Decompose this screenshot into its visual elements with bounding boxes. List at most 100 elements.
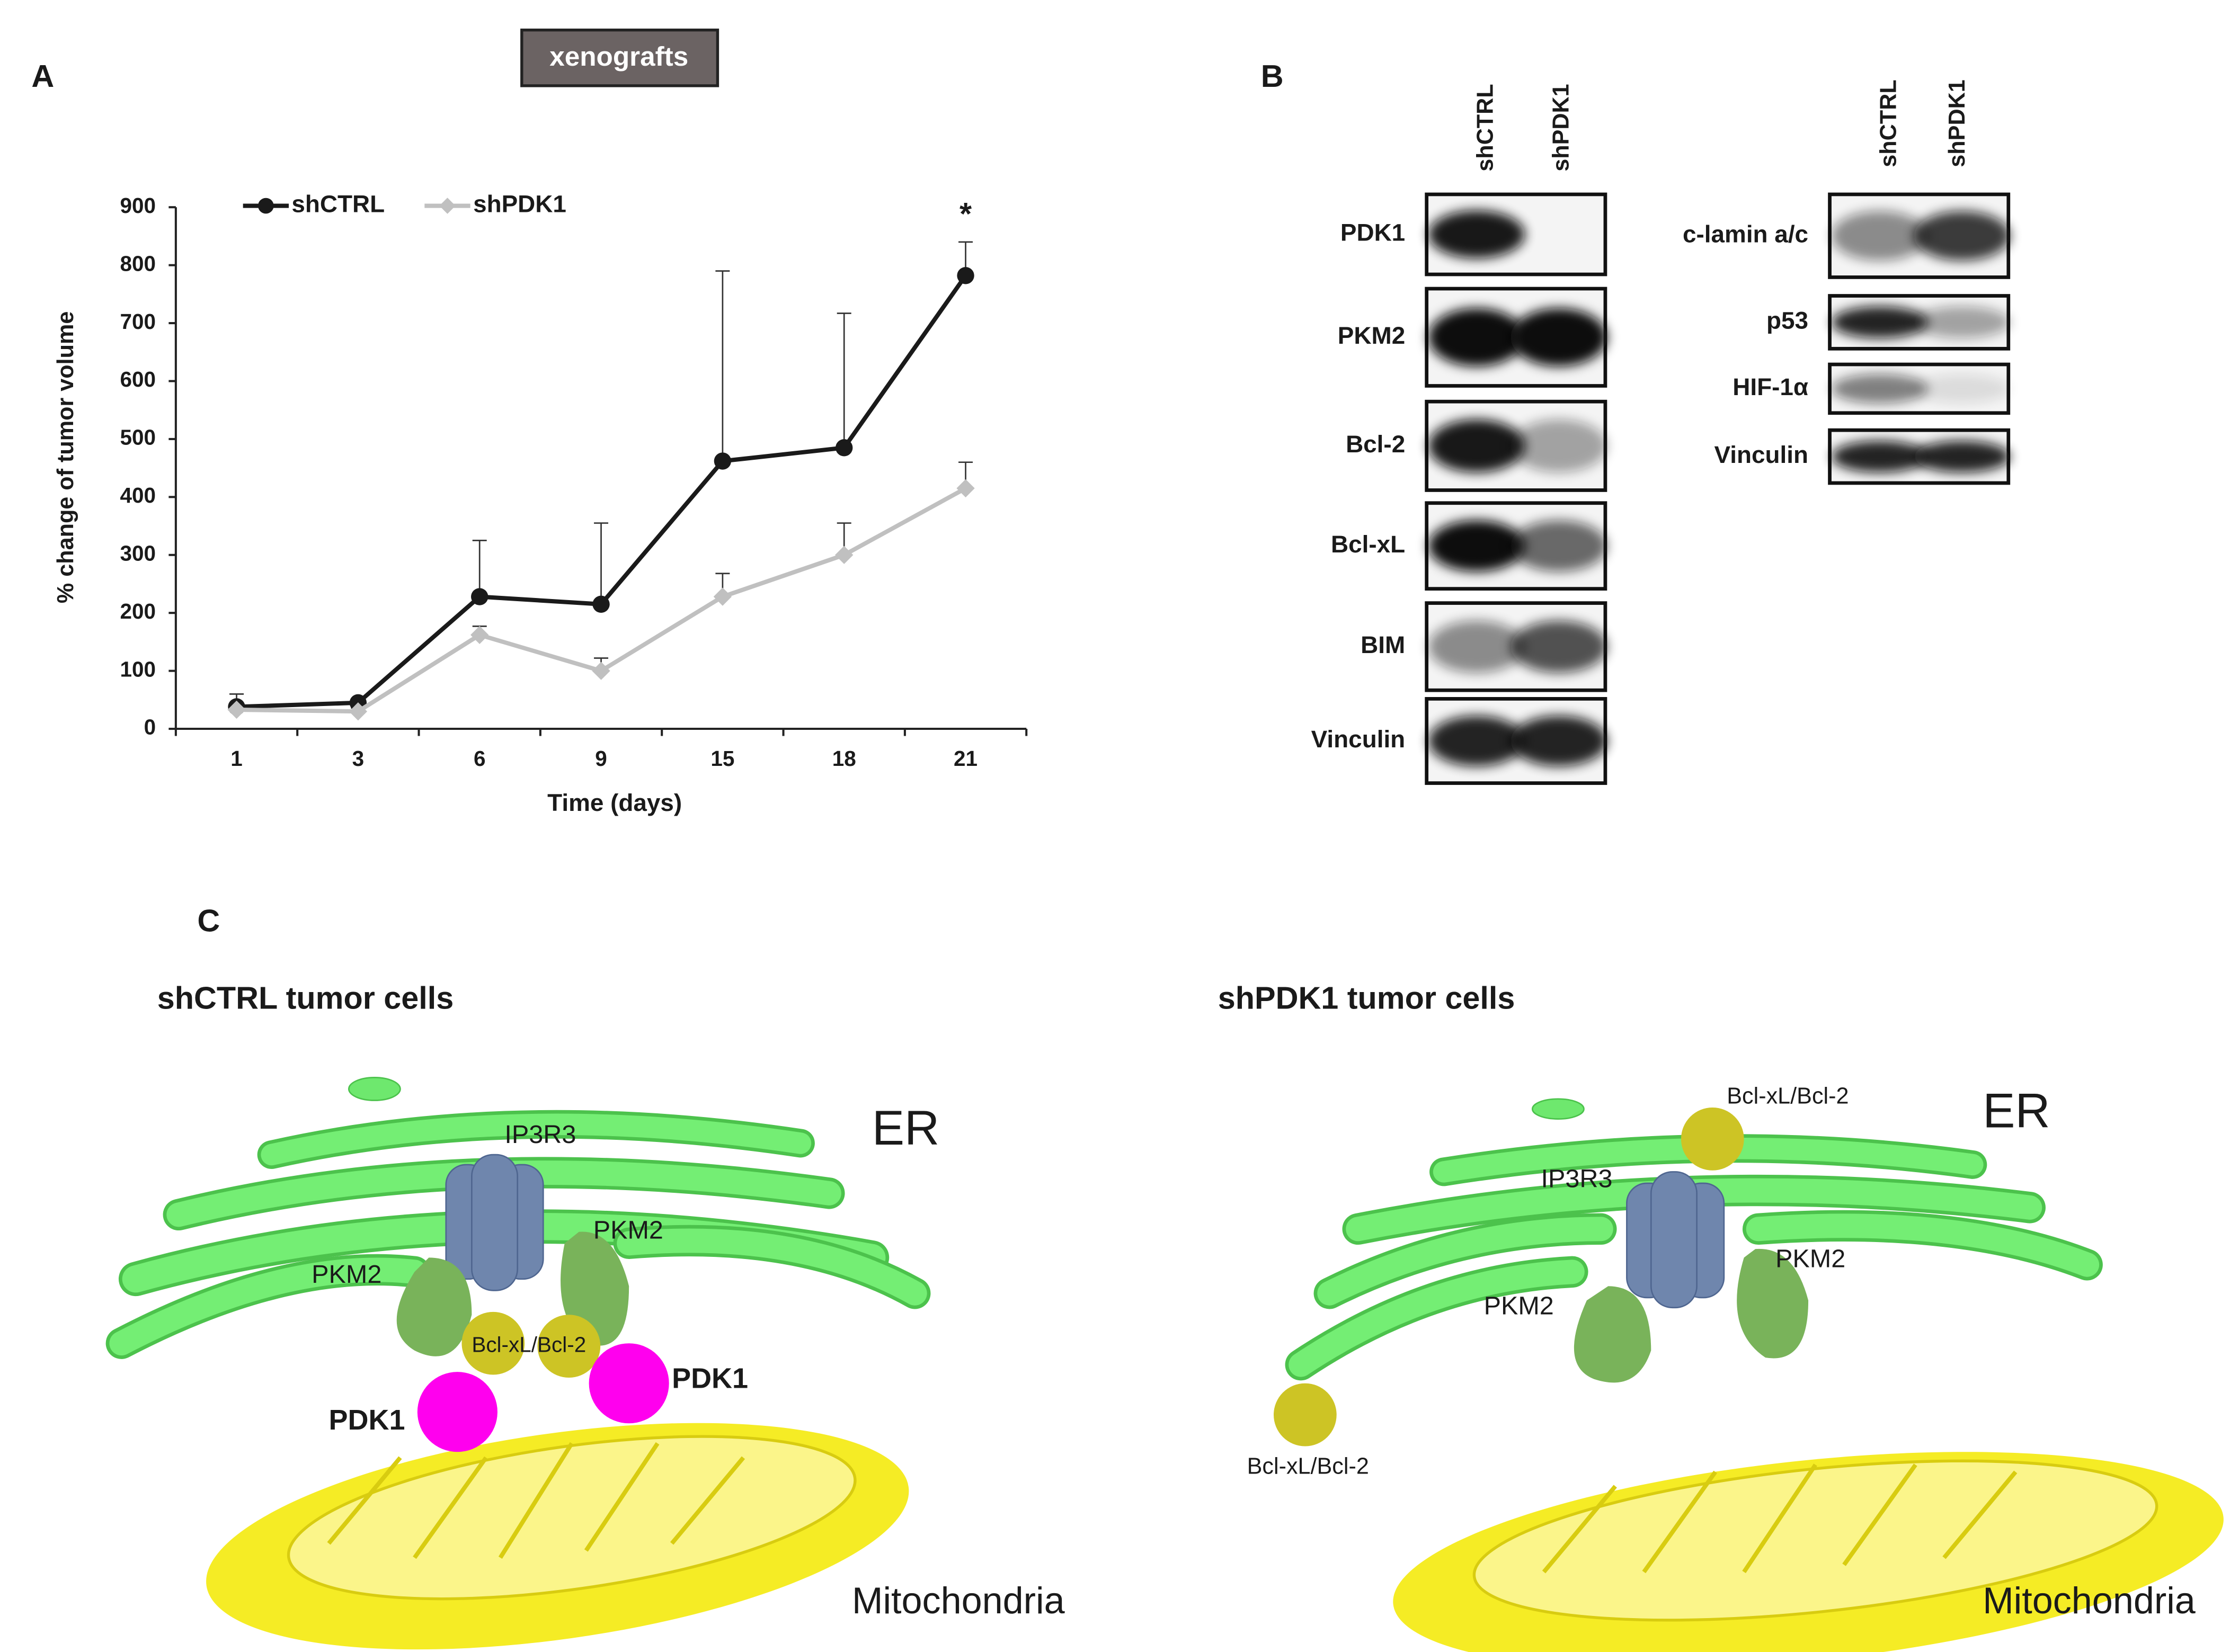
ip3r3 <box>445 1154 544 1291</box>
mitochondria <box>287 1435 857 1601</box>
lane-label: shCTRL <box>1876 79 1901 167</box>
marker <box>956 479 975 498</box>
protein-label: Bcl-xL <box>1331 530 1405 558</box>
diagram-left: shCTRL tumor cells ER IP3R3 PKM2 PKM2 Bc… <box>105 980 1065 1650</box>
diagram-label: PKM2 <box>312 1260 381 1289</box>
pkm2 <box>1737 1248 1809 1359</box>
x-tick-label: 21 <box>954 746 978 771</box>
blot-band <box>1428 210 1525 258</box>
pdk1 <box>417 1372 497 1452</box>
series-line <box>236 274 967 709</box>
blot-band <box>1511 419 1607 472</box>
marker <box>349 702 368 721</box>
x-tick-label: 9 <box>595 746 607 771</box>
blot-band <box>1831 374 1929 404</box>
protein-label: Vinculin <box>1311 725 1406 753</box>
marker <box>592 595 610 613</box>
diagram-label: PDK1 <box>672 1363 748 1395</box>
blots: shCTRL shPDK1 PDK1 PKM2 Bcl-2 Bcl-xL BIM Vincul… <box>1311 79 2011 785</box>
mitochondria <box>1472 1459 2158 1622</box>
y-tick-label: 200 <box>120 599 156 623</box>
blot-band <box>1428 520 1525 572</box>
diagram-label: IP3R3 <box>1541 1164 1613 1193</box>
diagram-label: PKM2 <box>1775 1245 1845 1273</box>
protein-label: Vinculin <box>1714 441 1809 468</box>
chart: 0 100 200 300 400 500 600 700 800 900 1 3 6 9 15 18 21 sh… <box>120 190 1028 771</box>
blot-band <box>1428 419 1525 472</box>
marker <box>592 662 610 680</box>
diagram-label: ER <box>872 1101 939 1155</box>
diagram-label: Bcl-xL/Bcl-2 <box>1247 1453 1369 1479</box>
blot-band <box>1428 716 1525 766</box>
protein-label: p53 <box>1766 307 1808 334</box>
y-tick-label: 400 <box>120 483 156 507</box>
bcl <box>461 1311 525 1375</box>
blot-band <box>1914 211 2011 261</box>
legend-label: shPDK1 <box>473 190 566 218</box>
bcl <box>537 1315 601 1378</box>
x-tick-label: 15 <box>710 746 734 771</box>
protein-label: BIM <box>1361 631 1405 658</box>
diagram-label: Mitochondria <box>1983 1579 2196 1621</box>
blot-band <box>1511 620 1607 673</box>
pkm2 <box>1574 1286 1651 1383</box>
cristae <box>1542 1463 2018 1574</box>
legend-marker <box>258 198 274 214</box>
er <box>348 1077 401 1101</box>
blot-band <box>1831 306 1929 338</box>
x-tick-label: 1 <box>230 746 243 771</box>
title-box <box>520 28 719 87</box>
protein-label: Bcl-2 <box>1346 430 1405 458</box>
blot-band <box>1831 211 1929 261</box>
y-axis-label: % change of tumor volume <box>53 311 78 604</box>
lane-label: shCTRL <box>1472 84 1498 171</box>
diagram-label: PKM2 <box>593 1216 663 1245</box>
marker <box>227 700 246 719</box>
x-tick-label: 3 <box>352 746 365 771</box>
cristae <box>327 1442 745 1559</box>
y-tick-label: 0 <box>144 715 156 739</box>
blot-band <box>1511 308 1607 367</box>
pkm2 <box>396 1257 472 1356</box>
annotation: * <box>959 196 972 231</box>
lane-label: shPDK1 <box>1944 79 1970 167</box>
protein-label: c-lamin a/c <box>1683 220 1808 247</box>
pdk1 <box>589 1343 669 1424</box>
bcl <box>1273 1383 1337 1446</box>
blot-band <box>1914 306 2011 338</box>
diagram-label: Bcl-xL/Bcl-2 <box>472 1332 586 1356</box>
blot-band <box>1428 308 1525 367</box>
diagram-label: IP3R3 <box>504 1120 576 1149</box>
blot-band <box>1511 716 1607 766</box>
legend-marker <box>439 198 456 214</box>
panel-label: A <box>31 58 54 94</box>
y-tick-label: 100 <box>120 657 156 681</box>
x-tick-label: 18 <box>832 746 856 771</box>
protein-label: PKM2 <box>1338 322 1405 349</box>
legend-label: shCTRL <box>291 190 385 218</box>
x-tick-label: 6 <box>474 746 486 771</box>
y-tick-label: 900 <box>120 193 156 218</box>
er <box>1531 1098 1585 1120</box>
protein-label: PDK1 <box>1340 219 1405 246</box>
marker <box>835 546 854 564</box>
marker <box>957 267 974 284</box>
y-tick-label: 600 <box>120 367 156 391</box>
blot-band <box>1831 441 1929 472</box>
marker <box>470 626 489 644</box>
y-tick-label: 800 <box>120 251 156 275</box>
panel-label: B <box>1261 58 1284 94</box>
diagram-label: Bcl-xL/Bcl-2 <box>1727 1084 1849 1109</box>
diagram-label: PKM2 <box>1484 1292 1554 1320</box>
diagram-label: ER <box>1983 1084 2050 1138</box>
ip3r3 <box>1626 1171 1725 1309</box>
diagram-title: shPDK1 tumor cells <box>1218 980 1515 1015</box>
diagram-right: shPDK1 tumor cells ER Bcl-xL/Bcl-2 IP3R3… <box>1218 980 2224 1652</box>
blot-band <box>1914 441 2011 472</box>
y-tick-label: 300 <box>120 541 156 565</box>
marker <box>836 439 853 457</box>
blot-band <box>1428 620 1525 673</box>
